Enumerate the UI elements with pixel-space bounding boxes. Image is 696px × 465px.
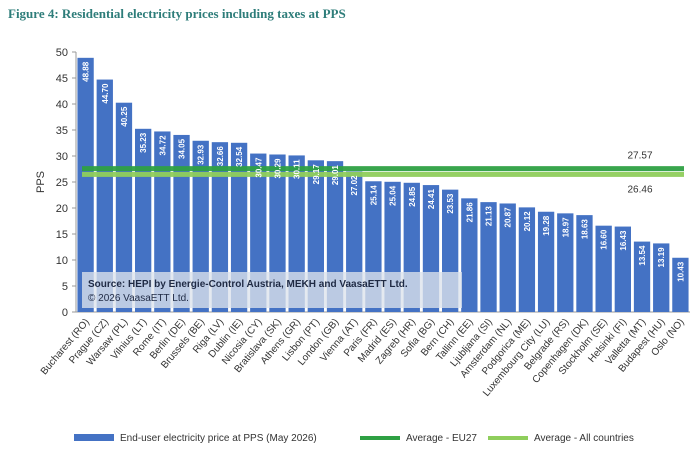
bar-value-label: 27.02 [350,175,359,196]
y-axis-label: PPS [35,171,47,193]
legend-swatch-eu27 [360,436,400,440]
y-tick-label: 20 [56,203,68,215]
y-tick-label: 15 [56,229,68,241]
bar [633,241,651,312]
bar-value-label: 20.87 [504,207,513,228]
legend-label-eu27: Average - EU27 [406,433,477,444]
bar [461,198,478,312]
all-countries-average-label: 26.46 [627,184,652,195]
bar-value-label: 19.28 [542,215,551,236]
bar [173,134,190,312]
bar [192,140,209,312]
bar [96,79,113,312]
bar-value-label: 16.60 [600,229,609,250]
bar [653,243,670,312]
bar-value-label: 18.97 [561,217,570,238]
source-line: Source: HEPI by Energie-Control Austria,… [88,279,408,290]
bar-value-label: 34.05 [178,138,187,159]
bar-value-label: 21.13 [485,206,494,227]
bar-value-label: 34.72 [158,135,167,156]
bar-value-label: 40.25 [120,106,129,127]
bar-value-label: 25.14 [369,185,378,206]
y-tick-label: 10 [56,255,68,267]
y-tick-label: 45 [56,73,68,85]
bar [211,142,229,312]
bar-value-label: 20.12 [523,211,532,232]
bar-value-label: 10.43 [676,261,685,282]
bar [230,142,248,312]
y-tick-label: 5 [62,281,68,293]
bar [77,57,94,312]
y-tick-label: 50 [56,47,68,59]
legend-swatch-all [488,436,528,440]
y-tick-label: 0 [62,307,68,319]
y-tick-label: 25 [56,177,68,189]
figure-title: Figure 4: Residential electricity prices… [8,6,346,21]
bar-value-label: 35.23 [139,132,148,153]
bar [518,207,536,312]
all-countries-average-line [82,171,684,177]
eu27-average-line [82,166,684,172]
copyright-line: © 2026 VaasaETT Ltd. [88,293,189,304]
source-annotation: Source: HEPI by Energie-Control Austria,… [82,272,462,308]
bar-value-label: 13.54 [638,245,647,266]
source-annotation-background [82,272,462,308]
bar [537,211,555,312]
bar-value-label: 32.93 [197,144,206,165]
bar-value-label: 21.86 [465,202,474,223]
bar-value-label: 13.19 [657,247,666,268]
bar-value-label: 18.63 [580,219,589,240]
bar-value-label: 30.29 [273,158,282,179]
bar [595,225,612,312]
bar-value-label: 30.47 [254,157,263,178]
bar [576,215,593,312]
bar [672,257,689,312]
eu27-average-label: 27.57 [627,151,652,162]
bar-value-label: 16.43 [619,230,628,251]
y-tick-label: 35 [56,125,68,137]
bar-value-label: 23.53 [446,193,455,214]
bar [557,213,574,312]
bar [115,102,133,312]
legend-label-all: Average - All countries [534,433,634,444]
bar-value-label: 24.85 [408,186,417,207]
bar-value-label: 25.04 [389,185,398,206]
bar-value-label: 24.41 [427,189,436,210]
legend-swatch-price [74,434,114,441]
bar-value-label: 30.11 [293,159,302,179]
bar-value-label: 29.17 [312,164,321,185]
bar-value-label: 44.70 [101,83,110,104]
bar-value-label: 29.01 [331,165,340,186]
bar [499,203,516,312]
bar-value-label: 48.88 [82,61,91,82]
bar-value-label: 32.54 [235,146,244,167]
bar [480,202,497,312]
legend-label-price: End-user electricity price at PPS (May 2… [120,433,317,444]
y-tick-label: 40 [56,99,68,111]
y-tick-label: 30 [56,151,68,163]
bar-value-label: 32.66 [216,146,225,167]
bar [614,226,631,312]
